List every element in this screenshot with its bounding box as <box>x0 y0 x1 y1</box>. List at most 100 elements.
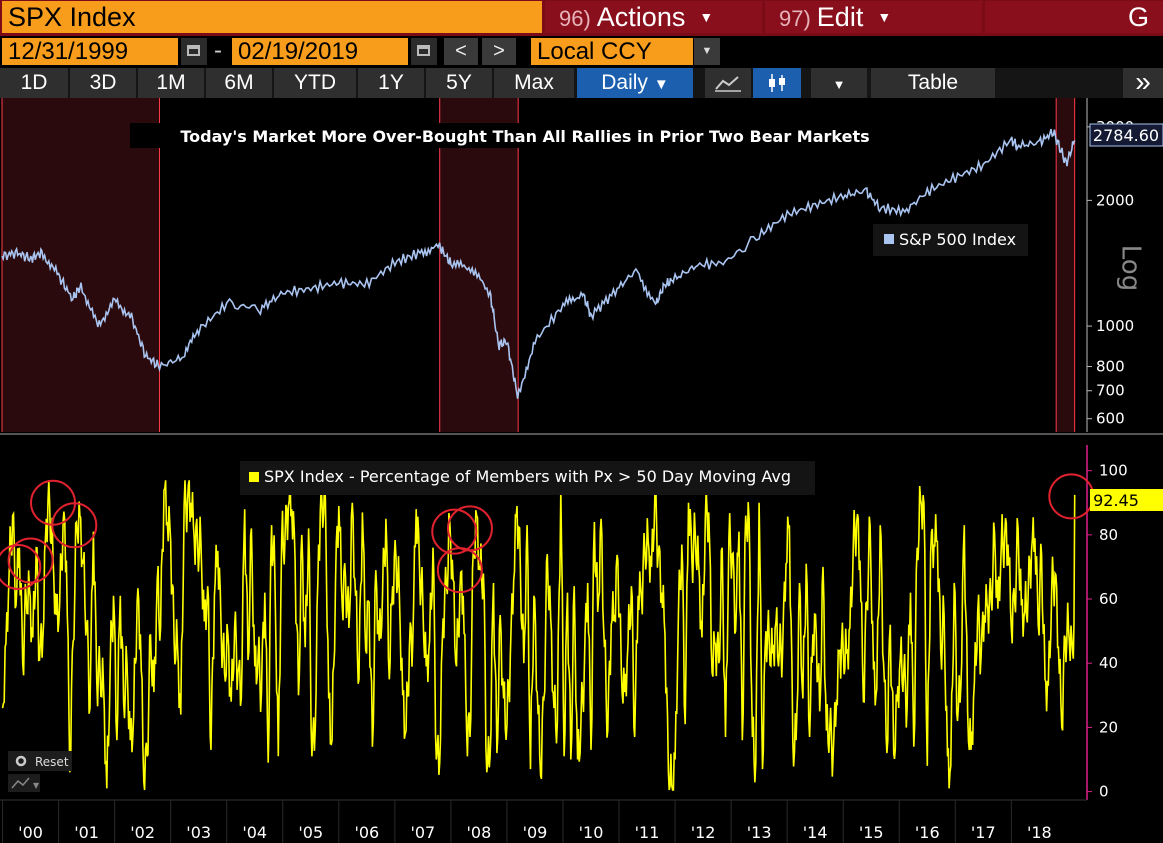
spx-last-value: 2784.60 <box>1093 126 1159 145</box>
tab-1d[interactable]: 1D <box>0 68 68 98</box>
x-tick-label: '03 <box>186 823 211 842</box>
legend-swatch <box>249 472 259 482</box>
x-tick-label: '06 <box>354 823 379 842</box>
tab-6m[interactable]: 6M <box>206 68 272 98</box>
x-tick-label: '18 <box>1027 823 1052 842</box>
highlight-circle <box>7 537 54 584</box>
upper-tick-label: 800 <box>1096 358 1125 376</box>
tab-3d[interactable]: 3D <box>70 68 136 98</box>
x-tick-label: '14 <box>803 823 828 842</box>
reset-icon <box>15 755 27 767</box>
chevron-down-icon: ▼ <box>33 781 40 790</box>
spx-line <box>1 128 1076 399</box>
next-button[interactable]: > <box>482 38 516 65</box>
x-tick-label: '02 <box>130 823 155 842</box>
actions-menu[interactable]: 96) Actions ▼ <box>545 1 762 33</box>
calendar-icon[interactable] <box>411 38 437 65</box>
lower-tick-label: 20 <box>1099 718 1118 736</box>
x-tick-label: '08 <box>467 823 492 842</box>
calendar-icon[interactable] <box>181 38 207 65</box>
line-chart-icon <box>715 76 741 92</box>
more-button[interactable]: » <box>1123 68 1163 98</box>
highlight-circle <box>431 508 478 555</box>
title-box <box>130 123 920 148</box>
candlestick-icon <box>769 74 785 92</box>
tab-5y[interactable]: 5Y <box>426 68 492 98</box>
mini-line-icon <box>11 777 30 789</box>
upper-tick-label: 600 <box>1096 410 1125 428</box>
date-separator: - <box>214 37 222 64</box>
log-axis-label: Log <box>1116 245 1146 291</box>
highlight-circle <box>0 543 42 590</box>
breadth-last-badge <box>1090 489 1163 511</box>
breadth-line <box>1 480 1076 791</box>
breadth-legend-label: SPX Index - Percentage of Members with P… <box>264 467 791 486</box>
actions-number: 96) <box>559 6 591 31</box>
upper-tick-label: 1000 <box>1096 317 1134 335</box>
upper-tick-label: 700 <box>1096 382 1125 400</box>
lower-tick-label: 60 <box>1099 590 1118 608</box>
actions-label: Actions <box>596 2 686 32</box>
reset-button[interactable]: Reset <box>8 751 72 771</box>
x-tick-label: '12 <box>691 823 716 842</box>
x-tick-label: '04 <box>242 823 267 842</box>
upper-tick-label: 2000 <box>1096 191 1134 209</box>
breadth-last-value: 92.45 <box>1093 491 1139 510</box>
chart-canvas: 300020001000800700600 Today's Market Mor… <box>0 98 1163 843</box>
table-button[interactable]: Table <box>871 68 995 98</box>
end-date-field[interactable]: 02/19/2019 <box>232 38 408 65</box>
reset-label: Reset <box>35 755 69 769</box>
chevron-down-icon: ▼ <box>653 76 669 93</box>
chart-options-dropdown[interactable]: ▼ <box>811 68 867 98</box>
tab-ytd[interactable]: YTD <box>274 68 356 98</box>
breadth-legend <box>240 461 815 495</box>
x-tick-label: '16 <box>915 823 940 842</box>
g-menu[interactable]: G <box>985 1 1163 33</box>
x-tick-label: '11 <box>635 823 660 842</box>
lower-panel: 0 20 40 60 80 100 SPX Index - Percentage of M… <box>0 445 1163 843</box>
lower-tick-label: 40 <box>1099 654 1118 672</box>
frequency-label: Daily <box>601 71 648 94</box>
lower-tick-label: 100 <box>1099 462 1128 480</box>
line-chart-button[interactable] <box>705 68 751 98</box>
x-tick-label: '00 <box>18 823 43 842</box>
g-label: G <box>1127 2 1149 32</box>
highlight-circle <box>51 502 98 549</box>
bear-shading-2 <box>1056 98 1075 432</box>
spx-legend <box>873 224 1028 256</box>
edit-label: Edit <box>816 2 864 32</box>
currency-select[interactable]: Local CCY <box>531 38 693 65</box>
chevron-down-icon[interactable]: ▼ <box>694 38 720 65</box>
prev-button[interactable]: < <box>444 38 478 65</box>
lower-tick-label: 0 <box>1099 783 1109 801</box>
candlestick-button[interactable] <box>753 68 801 98</box>
x-tick-label: '15 <box>859 823 884 842</box>
edit-menu[interactable]: 97) Edit ▼ <box>765 1 982 33</box>
tab-max[interactable]: Max <box>494 68 574 98</box>
tab-1m[interactable]: 1M <box>138 68 204 98</box>
x-tick-label: '10 <box>579 823 604 842</box>
start-date-field[interactable]: 12/31/1999 <box>2 38 178 65</box>
x-tick-label: '09 <box>523 823 548 842</box>
chart-title: Today's Market More Over-Bought Than All… <box>180 127 869 146</box>
chevron-down-icon: ▼ <box>699 9 714 25</box>
edit-number: 97) <box>779 6 811 31</box>
x-tick-label: '13 <box>747 823 772 842</box>
x-tick-label: '07 <box>410 823 435 842</box>
highlight-circle <box>446 505 493 552</box>
x-tick-label: '05 <box>298 823 323 842</box>
bear-shading-0 <box>2 98 160 432</box>
chart-type-mini-button[interactable]: ▼ <box>8 774 40 792</box>
chevron-down-icon: ▼ <box>832 77 846 92</box>
tab-1y[interactable]: 1Y <box>358 68 424 98</box>
chevron-down-icon: ▼ <box>877 9 892 25</box>
upper-panel: 300020001000800700600 Today's Market Mor… <box>1 98 1163 432</box>
x-tick-label: '17 <box>971 823 996 842</box>
frequency-dropdown[interactable]: Daily ▼ <box>577 68 693 98</box>
spx-legend-label: S&P 500 Index <box>899 230 1016 249</box>
lower-tick-label: 80 <box>1099 526 1118 544</box>
ticker-field[interactable]: SPX Index <box>2 1 542 33</box>
x-tick-label: '01 <box>74 823 99 842</box>
legend-swatch <box>884 234 894 244</box>
spx-last-badge <box>1089 123 1163 147</box>
